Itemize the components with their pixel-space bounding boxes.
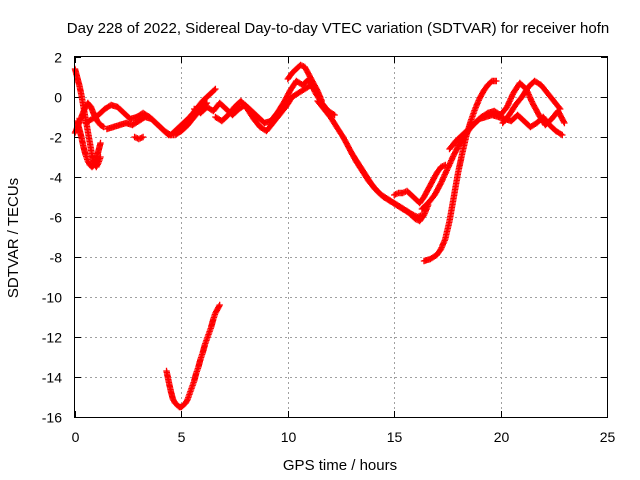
data-point [506,98,513,105]
data-point [212,85,219,93]
series-arc-11 [348,149,432,225]
y-tick-labels: 2 0 -2 -4 -6 -8 -10 -12 -14 -16 [42,50,62,426]
data-point [442,168,450,175]
y-tick-label: -10 [42,290,62,306]
axis-ticks [75,57,608,418]
grid-lines [75,57,607,417]
data-point [557,131,565,138]
series-arc-14 [420,77,500,265]
chart-title: Day 228 of 2022, Sidereal Day-to-day VTE… [67,20,609,37]
data-point [439,175,447,182]
data-point [559,131,566,139]
x-tick-label: 20 [494,429,510,445]
y-tick-label: 0 [54,90,62,106]
data-point [183,397,191,404]
series-arc-5 [103,85,219,139]
data-point [215,303,223,310]
data-point [391,191,398,199]
series-arc-17 [163,301,223,411]
y-tick-label: -8 [50,250,63,266]
data-point [211,86,218,94]
series-arc-15 [446,79,568,153]
series-arc-9 [284,61,325,105]
data-point [139,133,147,141]
data-point [444,164,452,171]
data-point [493,77,500,85]
x-axis-label: GPS time / hours [283,457,397,474]
x-tick-label: 10 [281,429,297,445]
data-point [138,134,145,141]
y-tick-label: -6 [50,210,63,226]
x-tick-labels: 0 5 10 15 20 25 [72,429,616,445]
data-point [446,161,453,168]
data-point [412,215,419,223]
data-point [440,240,447,247]
x-tick-label: 5 [178,429,186,445]
series-arc-12 [391,161,449,207]
data-point [97,139,104,147]
series-arc-8 [212,81,321,135]
data-point [441,171,448,178]
data-point [297,61,304,69]
data-point [131,133,138,141]
data-point [507,95,514,102]
y-tick-label: -4 [50,170,63,186]
series-arc-13 [418,111,566,213]
data-point [561,119,568,127]
y-tick-label: -16 [42,410,62,426]
data-point [99,123,106,130]
data-point [448,157,455,164]
plot-frame [74,56,608,418]
data-point [504,102,511,109]
y-tick-label: -12 [42,330,62,346]
y-axis-label: SDTVAR / TECUs [5,178,22,298]
data-point [437,179,445,187]
x-tick-label: 15 [387,429,403,445]
series-arc-10 [314,97,426,221]
data-point [560,118,567,125]
y-tick-label: -14 [42,370,62,386]
x-tick-label: 25 [600,429,616,445]
data-point [526,92,533,100]
data-point [331,111,338,119]
x-tick-label: 0 [72,429,80,445]
data-point [556,104,563,112]
data-point [437,163,445,171]
series-arc-3 [73,117,104,171]
data-point [216,301,223,309]
data-point [557,105,564,113]
data-point [399,189,406,197]
series-arc-16 [499,77,564,127]
y-tick-label: 2 [54,50,62,66]
data-series [71,61,568,411]
series-arc-6 [131,133,147,143]
data-point [528,97,535,104]
y-tick-label: -2 [50,130,63,146]
